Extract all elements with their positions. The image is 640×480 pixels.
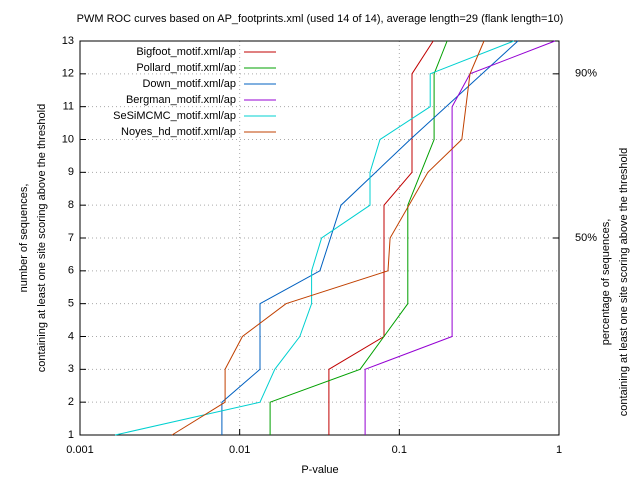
- y-tick-label: 9: [68, 166, 74, 178]
- y-tick-label: 3: [68, 363, 74, 375]
- y-tick-label: 13: [62, 35, 74, 47]
- series-line: [114, 40, 515, 436]
- y-tick-label: 1: [68, 429, 74, 441]
- y-tick-label: 11: [63, 101, 74, 113]
- series-line: [171, 40, 485, 436]
- legend-label: Bigfoot_motif.xml/ap: [136, 46, 236, 58]
- y-axis-label: containing at least one site scoring abo…: [36, 104, 48, 372]
- y-tick-label: 8: [68, 199, 74, 211]
- legend-label: Noyes_hd_motif.xml/ap: [121, 126, 236, 138]
- y2-tick-label: 90%: [575, 68, 597, 80]
- series-line: [221, 40, 519, 435]
- x-tick-label: 0.1: [392, 444, 407, 456]
- legend-label: SeSiMCMC_motif.xml/ap: [113, 110, 236, 122]
- y-tick-label: 5: [68, 298, 74, 310]
- legend-label: Down_motif.xml/ap: [142, 78, 236, 90]
- x-tick-label: 1: [556, 444, 562, 456]
- legend-label: Bergman_motif.xml/ap: [126, 94, 236, 106]
- y-tick-label: 2: [68, 396, 74, 408]
- y-tick-label: 6: [68, 265, 74, 277]
- plot-border: [79, 40, 560, 436]
- y-tick-label: 12: [62, 68, 74, 80]
- x-axis-label: P-value: [301, 464, 338, 476]
- y-tick-label: 10: [62, 133, 74, 145]
- legend-label: Pollard_motif.xml/ap: [136, 62, 236, 74]
- y2-axis-label: containing at least one site scoring abo…: [618, 148, 630, 416]
- y-axis-label: number of sequences,: [18, 184, 30, 293]
- x-tick-label: 0.01: [229, 444, 250, 456]
- x-tick-label: 0.001: [66, 444, 94, 456]
- y-tick-label: 4: [68, 330, 74, 342]
- series-line: [269, 40, 448, 435]
- y-tick-label: 7: [68, 232, 74, 244]
- y2-axis-label: percentage of sequences,: [600, 219, 612, 346]
- chart-title: PWM ROC curves based on AP_footprints.xm…: [77, 13, 564, 25]
- y2-tick-label: 50%: [575, 232, 597, 244]
- series-line: [364, 40, 556, 435]
- series-line: [328, 40, 434, 435]
